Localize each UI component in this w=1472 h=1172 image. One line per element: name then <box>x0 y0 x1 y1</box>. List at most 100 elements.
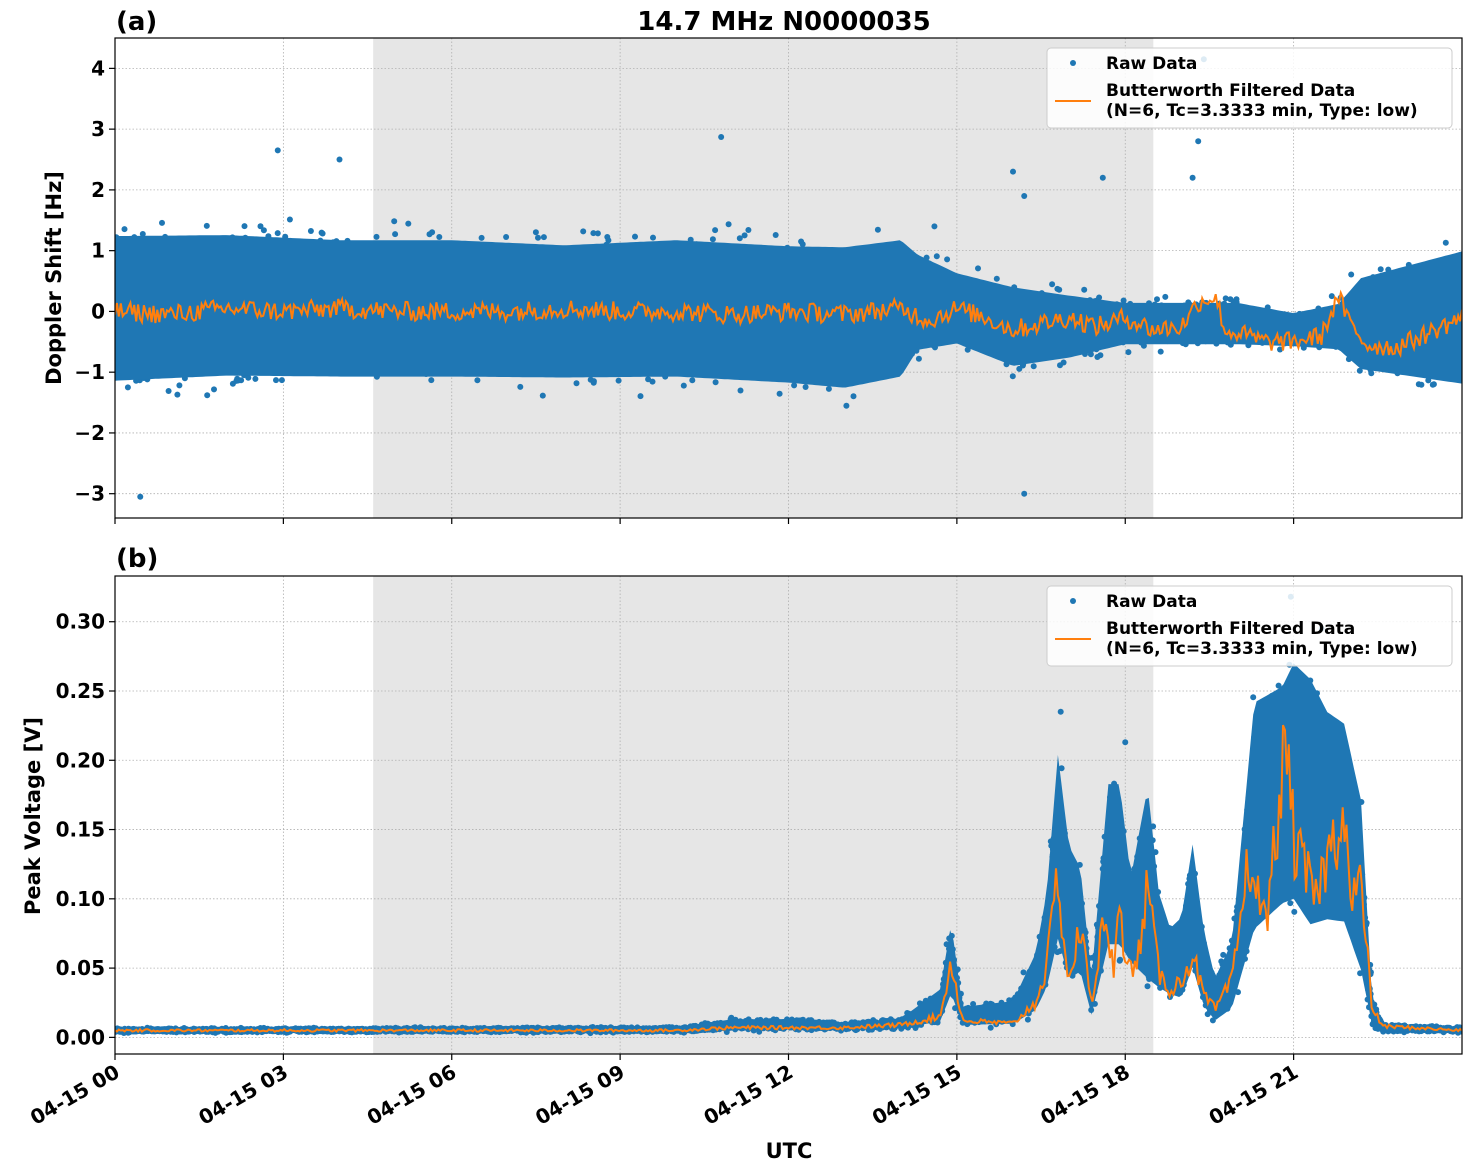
raw-data-point <box>238 377 245 384</box>
raw-data-point <box>590 378 597 385</box>
raw-data-point <box>1140 342 1147 349</box>
panel-b-marks <box>115 593 1462 1037</box>
raw-data-point <box>736 235 743 242</box>
raw-data-point <box>843 402 850 409</box>
raw-data-point <box>274 230 281 237</box>
raw-data-point <box>772 232 779 238</box>
raw-data-point <box>649 378 656 385</box>
raw-data-point <box>1368 370 1375 377</box>
filtered-data-line <box>115 289 1462 359</box>
raw-data-point <box>436 234 443 240</box>
raw-data-point <box>245 374 252 381</box>
raw-data-point <box>1097 352 1104 359</box>
raw-data-point <box>319 230 326 237</box>
raw-data-point <box>405 220 412 227</box>
raw-data-point <box>1277 346 1283 353</box>
raw-data-point <box>1096 294 1103 301</box>
raw-data-point <box>278 377 285 384</box>
raw-data-point <box>540 234 547 241</box>
raw-data-point <box>1154 296 1160 303</box>
raw-data-point <box>1162 293 1169 300</box>
raw-data-point <box>1348 271 1355 278</box>
panel-a-marks <box>115 56 1462 500</box>
y-tick-label: −1 <box>74 360 105 384</box>
raw-data-outlier <box>1195 138 1202 145</box>
raw-data-point <box>975 265 981 272</box>
raw-data-point <box>745 227 752 233</box>
legend-box <box>1046 47 1453 129</box>
raw-data-point <box>993 275 1000 282</box>
raw-data-point <box>391 218 398 225</box>
raw-data-point <box>474 377 481 384</box>
raw-data-point <box>535 234 541 241</box>
raw-data-point <box>650 234 656 241</box>
raw-data-point <box>725 221 732 228</box>
raw-data-point <box>286 216 293 223</box>
raw-data-point <box>933 253 940 260</box>
legend-filtered-params: (N=6, Tc=3.3333 min, Type: low) <box>1106 101 1418 121</box>
raw-data-point <box>392 231 399 238</box>
raw-data-outlier <box>1099 174 1106 181</box>
raw-data-outlier <box>718 134 725 141</box>
raw-data-point <box>124 384 131 391</box>
raw-data-point <box>1430 381 1437 388</box>
raw-data-point <box>1049 281 1056 288</box>
raw-data-point <box>1328 293 1335 300</box>
panel-b-peak-voltage: (b) 0.300.250.200.150.100.050.00 04-15 0… <box>21 544 1463 1130</box>
raw-data-point <box>689 377 696 384</box>
raw-data-point <box>580 228 587 235</box>
raw-data-point <box>1377 266 1384 273</box>
raw-data-point <box>680 382 687 389</box>
y-tick-label: −3 <box>74 482 105 506</box>
raw-data-point <box>1120 297 1127 304</box>
raw-data-point <box>573 380 580 387</box>
raw-data-point <box>273 377 279 384</box>
raw-data-point <box>1442 239 1449 246</box>
raw-data-point <box>1222 295 1229 302</box>
raw-data-point <box>176 382 183 389</box>
raw-data-outlier <box>1021 192 1028 199</box>
legend-raw-label: Raw Data <box>1106 54 1197 74</box>
raw-data-point <box>594 230 601 237</box>
raw-data-point <box>709 236 716 243</box>
raw-data-point <box>428 377 435 384</box>
raw-data-outlier <box>1010 168 1016 175</box>
raw-data-point <box>776 390 783 397</box>
raw-data-point <box>252 375 259 382</box>
raw-data-point <box>741 232 748 239</box>
y-tick-label: 4 <box>91 56 105 80</box>
raw-data-point <box>539 392 546 399</box>
raw-data-point <box>307 228 314 234</box>
raw-data-point <box>1157 348 1164 355</box>
y-tick-label: −2 <box>74 421 105 445</box>
legend-filtered-label: Butterworth Filtered Data <box>1106 81 1355 101</box>
raw-data-point <box>429 229 436 236</box>
raw-data-outlier <box>336 156 343 163</box>
raw-data-point <box>204 392 211 399</box>
raw-data-point <box>645 376 652 383</box>
raw-data-point <box>874 226 881 233</box>
raw-data-outlier <box>931 223 938 230</box>
raw-data-point <box>174 391 181 398</box>
raw-data-point <box>203 222 210 229</box>
raw-data-point <box>944 256 951 263</box>
raw-data-point <box>637 393 644 400</box>
raw-data-point <box>850 393 857 400</box>
panel-a-x-ticks <box>114 518 1295 524</box>
raw-data-point <box>791 382 798 389</box>
raw-data-point <box>532 229 539 236</box>
y-tick-label: 0 <box>91 299 105 323</box>
raw-data-point <box>825 385 832 392</box>
raw-data-point <box>712 227 719 234</box>
raw-data-point <box>517 383 524 390</box>
raw-data-point <box>915 355 922 362</box>
raw-data-point <box>478 234 485 241</box>
y-tick-label: 1 <box>91 239 105 263</box>
raw-data-point <box>139 231 146 237</box>
raw-data-point <box>211 386 217 393</box>
raw-data-outlier <box>1189 174 1196 181</box>
raw-data-point <box>1056 286 1063 293</box>
figure-title: 14.7 MHz N0000035 <box>637 7 930 37</box>
